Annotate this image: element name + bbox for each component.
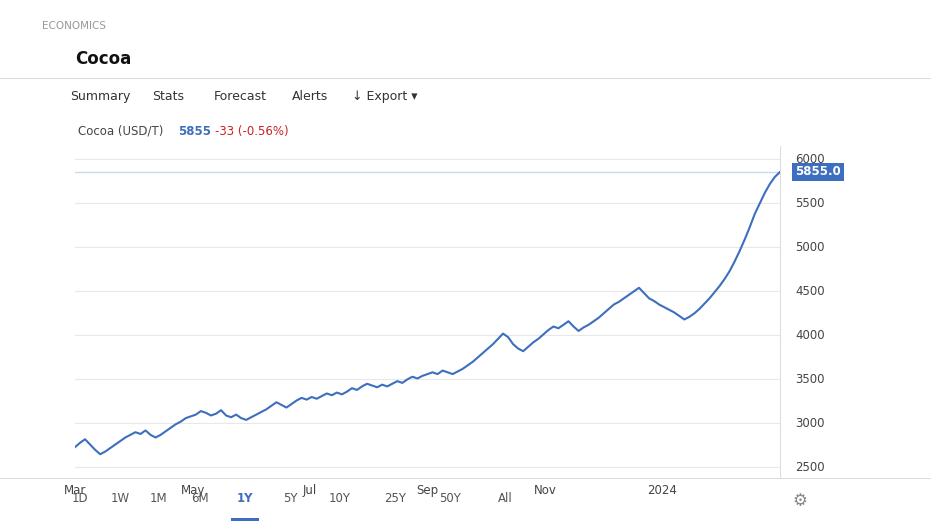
Text: 6M: 6M (191, 492, 209, 505)
Text: News: News (552, 14, 587, 27)
Text: Alerts: Alerts (292, 90, 328, 103)
Text: 1Y: 1Y (236, 492, 253, 505)
Text: Markets: Markets (624, 14, 676, 27)
Text: -33 (-0.56%): -33 (-0.56%) (215, 124, 289, 138)
Text: ⚙: ⚙ (792, 492, 807, 509)
Text: Stats: Stats (152, 90, 184, 103)
Text: 4500: 4500 (795, 285, 825, 298)
Text: ↓ Export ▾: ↓ Export ▾ (352, 90, 418, 103)
Text: All: All (498, 492, 512, 505)
Text: 3500: 3500 (795, 373, 825, 386)
Text: 1W: 1W (111, 492, 129, 505)
Text: Forecast: Forecast (213, 90, 266, 103)
Text: 1D: 1D (72, 492, 88, 505)
Text: 4000: 4000 (795, 329, 825, 342)
Text: 2500: 2500 (795, 461, 825, 474)
Text: 1M: 1M (149, 492, 167, 505)
Text: Cocoa: Cocoa (75, 50, 131, 68)
Text: 5500: 5500 (795, 197, 825, 210)
Bar (231, 518, 259, 521)
Text: Cocoa (USD/T): Cocoa (USD/T) (78, 124, 163, 138)
Text: 3000: 3000 (795, 417, 825, 430)
Text: 5Y: 5Y (283, 492, 297, 505)
Text: ECONOMICS: ECONOMICS (42, 21, 106, 31)
Text: 5855: 5855 (178, 124, 211, 138)
Text: 6000: 6000 (795, 153, 825, 166)
Text: Calendar: Calendar (460, 14, 520, 27)
Text: TRADING: TRADING (42, 6, 110, 19)
Text: 5000: 5000 (795, 241, 825, 254)
Text: 10Y: 10Y (329, 492, 351, 505)
Text: 25Y: 25Y (384, 492, 406, 505)
Text: 50Y: 50Y (439, 492, 461, 505)
Text: Summary: Summary (70, 90, 130, 103)
Text: 5855.0: 5855.0 (795, 165, 841, 178)
Text: Indicators: Indicators (708, 14, 773, 27)
